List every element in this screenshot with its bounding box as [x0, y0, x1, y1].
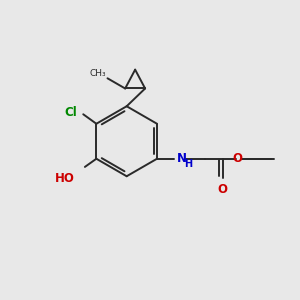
- Text: N: N: [176, 152, 187, 165]
- Text: Cl: Cl: [65, 106, 77, 119]
- Text: CH₃: CH₃: [89, 69, 106, 78]
- Text: O: O: [218, 183, 228, 196]
- Text: HO: HO: [55, 172, 75, 185]
- Text: O: O: [232, 152, 242, 165]
- Text: H: H: [184, 159, 192, 169]
